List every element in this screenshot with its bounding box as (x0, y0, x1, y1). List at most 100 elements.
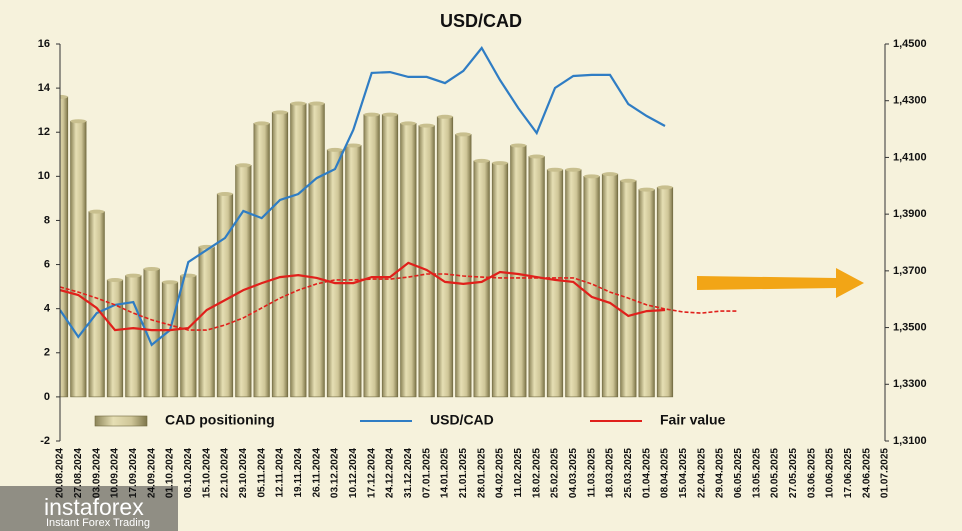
y-tick-label: 0 (44, 391, 50, 403)
bar (271, 112, 289, 398)
y2-tick-label: 1,3700 (893, 265, 927, 277)
x-tick-label: 17.06.2025 (843, 448, 854, 498)
x-tick-label: 22.10.2024 (220, 448, 231, 498)
y2-tick-label: 1,3300 (893, 378, 927, 390)
chart-title: USD/CAD (440, 11, 522, 31)
bar-top (492, 161, 508, 166)
bar-top (235, 163, 252, 168)
bar-top (180, 273, 197, 278)
bar-top (602, 172, 618, 177)
y2-tick-label: 1,4300 (893, 95, 927, 107)
bar-top (400, 121, 417, 126)
x-tick-label: 17.09.2024 (128, 448, 139, 498)
y-tick-label: 4 (44, 303, 51, 315)
x-tick-label: 18.03.2025 (605, 448, 616, 498)
bar-top (473, 158, 490, 163)
x-tick-label: 06.05.2025 (733, 448, 744, 498)
x-tick-label: 08.10.2024 (183, 448, 194, 498)
x-tick-label: 31.12.2024 (403, 448, 414, 498)
bar (308, 103, 325, 398)
x-tick-label: 03.12.2024 (330, 448, 341, 498)
y-tick-label: -2 (40, 435, 50, 447)
x-tick-label: 24.09.2024 (146, 448, 157, 498)
x-tick-label: 27.05.2025 (788, 448, 799, 498)
y-tick-label: 2 (44, 347, 50, 359)
bar (180, 275, 197, 398)
x-tick-label: 26.11.2024 (311, 448, 322, 498)
x-tick-label: 29.04.2025 (715, 448, 726, 498)
bar-top (455, 132, 472, 137)
bar-top (107, 277, 123, 282)
bar (290, 103, 307, 398)
x-tick-label: 10.09.2024 (110, 448, 121, 498)
x-tick-label: 19.11.2024 (293, 448, 304, 498)
x-tick-label: 27.08.2024 (73, 448, 84, 498)
bar (235, 165, 252, 398)
x-tick-label: 03.09.2024 (91, 448, 102, 498)
y2-tick-label: 1,3500 (893, 321, 927, 333)
legend-label: Fair value (660, 412, 726, 428)
x-tick-label: 24.12.2024 (385, 448, 396, 498)
line (60, 46, 666, 347)
bar-top (70, 119, 87, 124)
x-tick-label: 11.03.2025 (586, 448, 597, 498)
x-tick-label: 14.01.2025 (440, 448, 451, 498)
bar (345, 145, 362, 398)
y-tick-label: 6 (44, 258, 50, 270)
bar-top (308, 101, 325, 106)
bar (60, 96, 69, 398)
bar (491, 162, 509, 398)
x-tick-label: 05.11.2024 (256, 448, 267, 498)
x-tick-label: 12.11.2024 (275, 448, 286, 498)
bar (363, 114, 380, 398)
bar (638, 189, 655, 398)
bar-top (363, 112, 380, 117)
x-tick-label: 15.04.2025 (678, 448, 689, 498)
x-tick-label: 25.02.2025 (550, 448, 561, 498)
bar (70, 120, 87, 398)
bar-top (620, 178, 637, 183)
bar (656, 187, 674, 398)
y2-tick-label: 1,3100 (893, 435, 927, 447)
bar-top (437, 114, 453, 119)
legend-label: CAD positioning (165, 412, 275, 428)
bar (253, 123, 270, 398)
x-tick-label: 20.08.2024 (55, 448, 66, 498)
bar (510, 145, 527, 398)
y2-tick-label: 1,4100 (893, 151, 927, 163)
bar (620, 180, 637, 398)
plot-area (60, 46, 739, 398)
dashed-line (60, 273, 739, 331)
bar (106, 279, 124, 398)
bar-top (583, 174, 600, 179)
y2-tick-label: 1,4500 (893, 38, 927, 50)
x-tick-label: 11.02.2025 (513, 448, 524, 498)
x-tick-label: 01.04.2025 (641, 448, 652, 498)
bar (198, 246, 215, 398)
bar-top (657, 185, 673, 190)
watermark-box (0, 486, 178, 531)
x-tick-label: 01.10.2024 (165, 448, 176, 498)
x-tick-label: 25.03.2025 (623, 448, 634, 498)
x-tick-label: 13.05.2025 (751, 448, 762, 498)
bar-top (345, 143, 362, 148)
bar-top (272, 110, 288, 115)
watermark-tagline: Instant Forex Trading (46, 517, 150, 529)
bar-top (88, 209, 105, 214)
x-tick-label: 15.10.2024 (201, 448, 212, 498)
bar (583, 176, 600, 398)
bar-top (60, 94, 68, 99)
bar (418, 125, 435, 398)
bar-top (290, 101, 307, 106)
x-tick-label: 21.01.2025 (458, 448, 469, 498)
y-tick-label: 12 (38, 126, 50, 138)
x-tick-label: 24.06.2025 (861, 448, 872, 498)
bar-top (217, 191, 233, 196)
y-tick-label: 8 (44, 214, 50, 226)
bar-top (528, 154, 545, 159)
bar-top (510, 143, 527, 148)
bar (161, 281, 179, 398)
bar-top (162, 280, 178, 285)
bar-top (418, 123, 435, 128)
legend-swatch (94, 415, 148, 427)
